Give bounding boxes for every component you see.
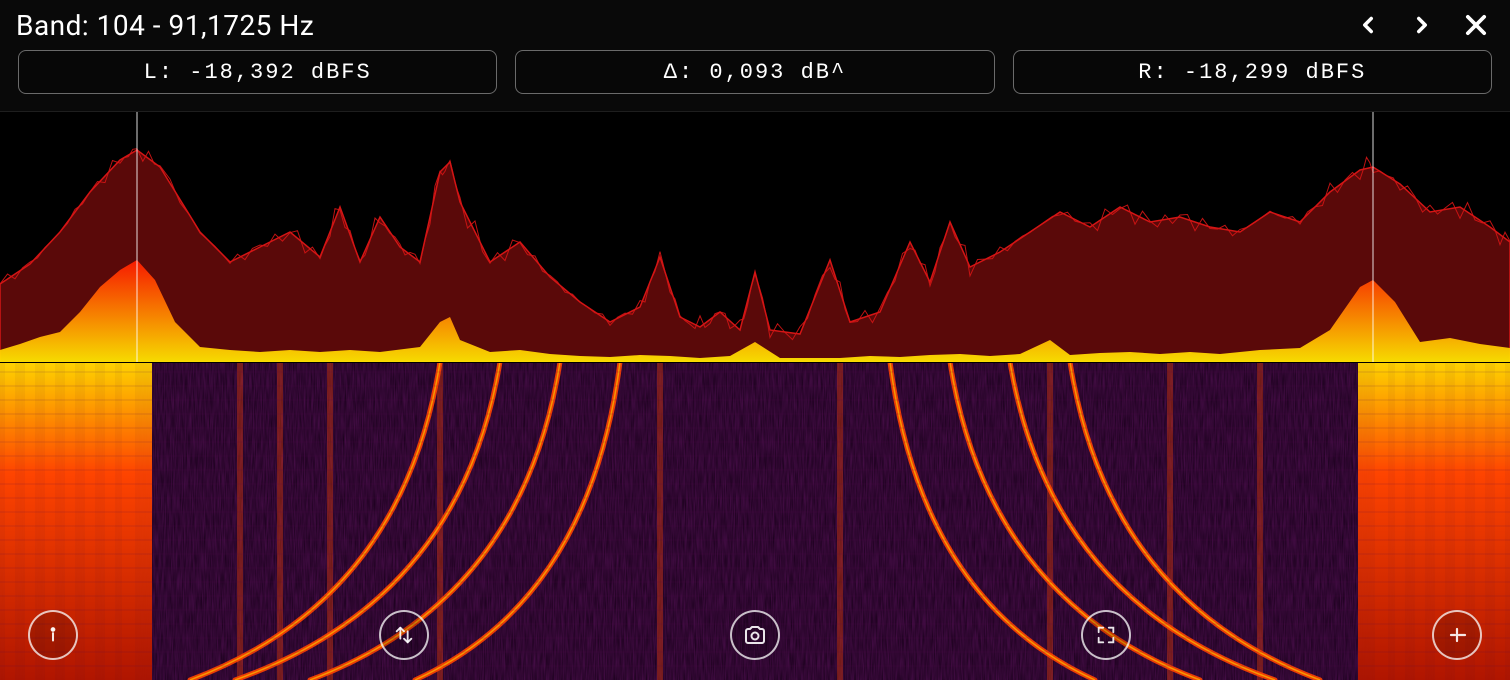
swap-button[interactable] [379, 610, 429, 660]
chevron-right-icon [1409, 12, 1435, 38]
spectrum-spectrogram-svg [0, 112, 1510, 680]
close-icon [1462, 11, 1490, 39]
delta-readout[interactable]: Δ: 0,093 dB^ [515, 50, 994, 94]
zoom-toggle-button[interactable] [1432, 610, 1482, 660]
prev-button[interactable] [1350, 7, 1386, 43]
next-button[interactable] [1404, 7, 1440, 43]
zoom-toggle-icon [1445, 623, 1469, 647]
nav-controls [1350, 7, 1494, 43]
header-bar: Band: 104 - 91,1725 Hz L: -18,392 dBFS Δ… [0, 0, 1510, 112]
readouts-row: L: -18,392 dBFS Δ: 0,093 dB^ R: -18,299 … [16, 50, 1494, 94]
close-button[interactable] [1458, 7, 1494, 43]
info-button[interactable] [28, 610, 78, 660]
right-level-readout[interactable]: R: -18,299 dBFS [1013, 50, 1492, 94]
fullscreen-icon [1095, 624, 1117, 646]
left-level-readout[interactable]: L: -18,392 dBFS [18, 50, 497, 94]
band-title: Band: 104 - 91,1725 Hz [16, 9, 314, 42]
info-icon [42, 624, 64, 646]
visualization-area[interactable] [0, 112, 1510, 680]
chevron-left-icon [1355, 12, 1381, 38]
title-row: Band: 104 - 91,1725 Hz [16, 0, 1494, 50]
camera-icon [743, 623, 767, 647]
swap-icon [393, 624, 415, 646]
fullscreen-button[interactable] [1081, 610, 1131, 660]
camera-button[interactable] [730, 610, 780, 660]
